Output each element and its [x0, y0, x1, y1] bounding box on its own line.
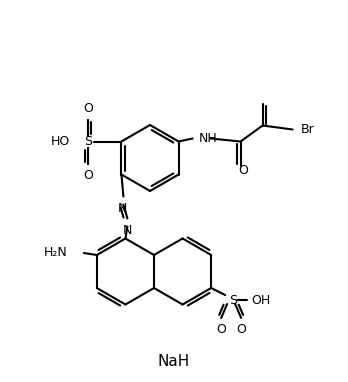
Text: Br: Br: [301, 123, 314, 136]
Text: O: O: [84, 102, 93, 115]
Text: N: N: [123, 223, 132, 236]
Text: OH: OH: [251, 293, 270, 306]
Text: H₂N: H₂N: [44, 246, 68, 259]
Text: NH: NH: [199, 132, 218, 145]
Text: S: S: [229, 293, 237, 306]
Text: S: S: [85, 135, 93, 148]
Text: O: O: [236, 323, 246, 336]
Text: NaH: NaH: [158, 354, 190, 369]
Text: HO: HO: [51, 135, 70, 148]
Text: O: O: [239, 163, 248, 176]
Text: N: N: [118, 201, 127, 215]
Text: O: O: [84, 168, 93, 181]
Text: O: O: [216, 323, 226, 336]
